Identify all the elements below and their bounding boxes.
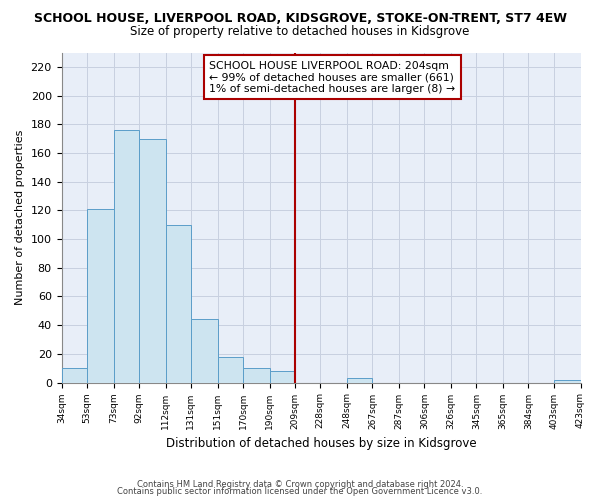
Bar [347,378,373,382]
Text: Contains public sector information licensed under the Open Government Licence v3: Contains public sector information licen… [118,487,482,496]
Text: SCHOOL HOUSE, LIVERPOOL ROAD, KIDSGROVE, STOKE-ON-TRENT, ST7 4EW: SCHOOL HOUSE, LIVERPOOL ROAD, KIDSGROVE,… [34,12,566,26]
Bar [62,368,87,382]
Bar [218,356,243,382]
Bar [243,368,269,382]
Text: SCHOOL HOUSE LIVERPOOL ROAD: 204sqm
← 99% of detached houses are smaller (661)
1: SCHOOL HOUSE LIVERPOOL ROAD: 204sqm ← 99… [209,61,455,94]
Y-axis label: Number of detached properties: Number of detached properties [15,130,25,305]
X-axis label: Distribution of detached houses by size in Kidsgrove: Distribution of detached houses by size … [166,437,476,450]
Bar [139,138,166,382]
Bar [166,224,191,382]
Bar [269,371,295,382]
Bar [191,320,218,382]
Bar [87,209,113,382]
Text: Size of property relative to detached houses in Kidsgrove: Size of property relative to detached ho… [130,25,470,38]
Bar [554,380,581,382]
Text: Contains HM Land Registry data © Crown copyright and database right 2024.: Contains HM Land Registry data © Crown c… [137,480,463,489]
Bar [113,130,139,382]
